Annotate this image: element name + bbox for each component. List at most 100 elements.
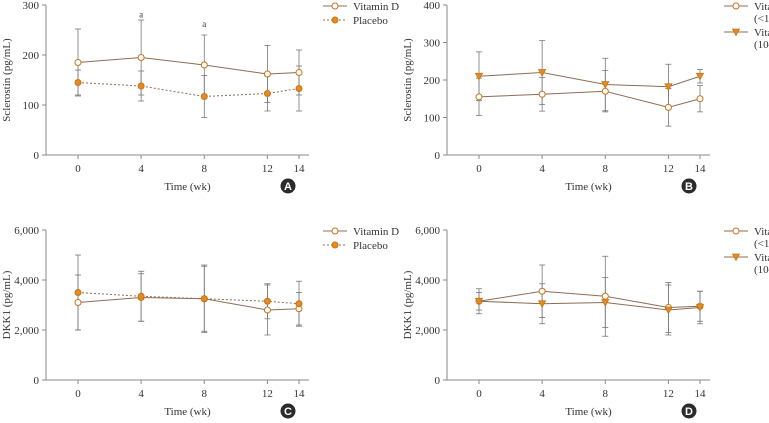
legend-entry: Vitamin D xyxy=(754,27,769,39)
data-point xyxy=(263,90,271,97)
x-tick-label: 0 xyxy=(75,388,81,400)
legend-entry: Vitamin D xyxy=(754,252,769,264)
data-point xyxy=(474,72,484,81)
x-tick-label: 14 xyxy=(695,163,707,175)
y-tick-label: 400 xyxy=(424,0,441,12)
legend: Vitamin D Placebo xyxy=(323,226,399,252)
data-point xyxy=(695,72,705,81)
y-tick-label: 4,000 xyxy=(14,275,39,287)
x-tick-label: 0 xyxy=(476,163,482,175)
y-tick-label: 0 xyxy=(34,375,40,387)
legend-entry: (<10 ng/mL) xyxy=(754,238,769,250)
series-0 xyxy=(475,87,704,111)
legend-swatch-marker xyxy=(732,227,740,235)
y-axis-label: DKK1 (pg/mL) xyxy=(402,270,414,339)
legend-swatch-marker xyxy=(331,2,339,10)
error-bars-series-1 xyxy=(75,254,302,332)
data-point xyxy=(664,83,673,92)
x-tick-label: 4 xyxy=(138,388,144,400)
y-tick-label: 4,000 xyxy=(415,275,440,287)
legend-entry: (10–20 ng/mL) xyxy=(754,264,769,276)
panel-badge-label: C xyxy=(284,406,292,418)
panel-badge-label: B xyxy=(685,181,693,193)
y-tick-label: 0 xyxy=(435,375,441,387)
chart-panel-a: 0 100 200 300 0 4 8 12 14 Time (wk) Sclerostin (pg… xyxy=(1,0,399,194)
legend-entry: (<10 ng/mL) xyxy=(754,13,769,25)
data-point xyxy=(696,95,704,103)
data-point xyxy=(664,103,672,111)
data-point xyxy=(474,297,484,306)
series-1 xyxy=(74,289,303,308)
data-point xyxy=(200,295,208,303)
legend-swatch-marker xyxy=(331,227,339,235)
panel-badge xyxy=(280,178,296,194)
data-point xyxy=(200,93,208,100)
x-tick-label: 8 xyxy=(603,388,609,400)
data-point xyxy=(601,87,609,95)
x-tick-label: 12 xyxy=(262,388,273,400)
data-point xyxy=(74,79,82,86)
legend-entry: Vitamin D xyxy=(353,1,399,13)
y-tick-label: 6,000 xyxy=(14,225,39,237)
x-tick-label: 4 xyxy=(539,388,545,400)
error-bars-series-0 xyxy=(476,70,703,127)
error-bars-series-1 xyxy=(476,40,703,112)
chart-panel-c: 0 2,000 4,000 6,000 0 4 8 12 14 Time (wk) DKK1 (pg… xyxy=(1,225,399,419)
data-point xyxy=(137,292,145,300)
panel-badge xyxy=(681,403,697,419)
y-tick-label: 0 xyxy=(435,150,441,162)
data-point xyxy=(263,306,271,314)
x-tick-label: 12 xyxy=(262,163,273,175)
x-tick-label: 14 xyxy=(695,388,707,400)
chart-panel-d: 0 2,000 4,000 6,000 0 4 8 12 14 Time (wk) DKK1 (pg… xyxy=(402,225,769,419)
data-point xyxy=(74,59,82,66)
data-point xyxy=(263,297,271,305)
x-tick-label: 0 xyxy=(476,388,482,400)
series-1 xyxy=(474,297,705,315)
y-tick-label: 2,000 xyxy=(14,325,39,337)
x-tick-label: 8 xyxy=(603,163,609,175)
legend: Vitamin D(<10 ng/mL)Vitamin D(10–20 ng/m… xyxy=(724,1,769,51)
y-tick-label: 100 xyxy=(424,113,441,125)
x-axis-label: Time (wk) xyxy=(565,406,612,418)
x-tick-label: 8 xyxy=(202,163,208,175)
y-axis-label: Sclerostin (pg/mL) xyxy=(402,38,414,122)
panel-badge-label: A xyxy=(284,181,292,193)
legend-entry: Placebo xyxy=(353,15,388,27)
data-point xyxy=(74,299,82,306)
series-1 xyxy=(474,69,705,92)
y-tick-label: 100 xyxy=(23,100,40,112)
legend-swatch-marker xyxy=(731,28,741,37)
data-point xyxy=(137,54,145,61)
data-point xyxy=(74,289,82,296)
data-point xyxy=(295,300,303,308)
x-tick-label: 4 xyxy=(138,163,144,175)
panel-badge xyxy=(681,178,697,194)
y-tick-label: 200 xyxy=(424,75,441,87)
data-point xyxy=(295,69,303,76)
series-1 xyxy=(74,79,303,100)
y-tick-label: 0 xyxy=(34,150,40,162)
y-tick-label: 300 xyxy=(424,38,441,50)
data-point xyxy=(664,306,673,315)
data-point xyxy=(475,93,483,101)
legend-entry: Placebo xyxy=(353,240,388,252)
x-axis-label: Time (wk) xyxy=(164,406,211,418)
panel-badge-label: D xyxy=(685,406,693,418)
legend-entry: Vitamin D xyxy=(754,1,769,13)
x-tick-label: 8 xyxy=(202,388,208,400)
legend-swatch-marker xyxy=(732,2,740,10)
data-point xyxy=(601,299,610,307)
y-tick-label: 2,000 xyxy=(415,325,440,337)
data-point xyxy=(537,300,547,309)
y-axis-label: Sclerostin (pg/mL) xyxy=(1,38,13,122)
legend-swatch-marker xyxy=(331,241,339,249)
x-tick-label: 12 xyxy=(663,388,674,400)
legend-entry: Vitamin D xyxy=(353,226,399,238)
y-axis-label: DKK1 (pg/mL) xyxy=(1,270,13,339)
x-tick-label: 14 xyxy=(294,388,306,400)
legend: Vitamin D(<10 ng/mL)Vitamin D(10–20 ng/m… xyxy=(724,226,769,276)
data-point xyxy=(601,292,609,300)
chart-panel-b: 0 100 200 300 400 0 4 8 12 14 Time (wk) Sclerostin … xyxy=(402,0,769,194)
